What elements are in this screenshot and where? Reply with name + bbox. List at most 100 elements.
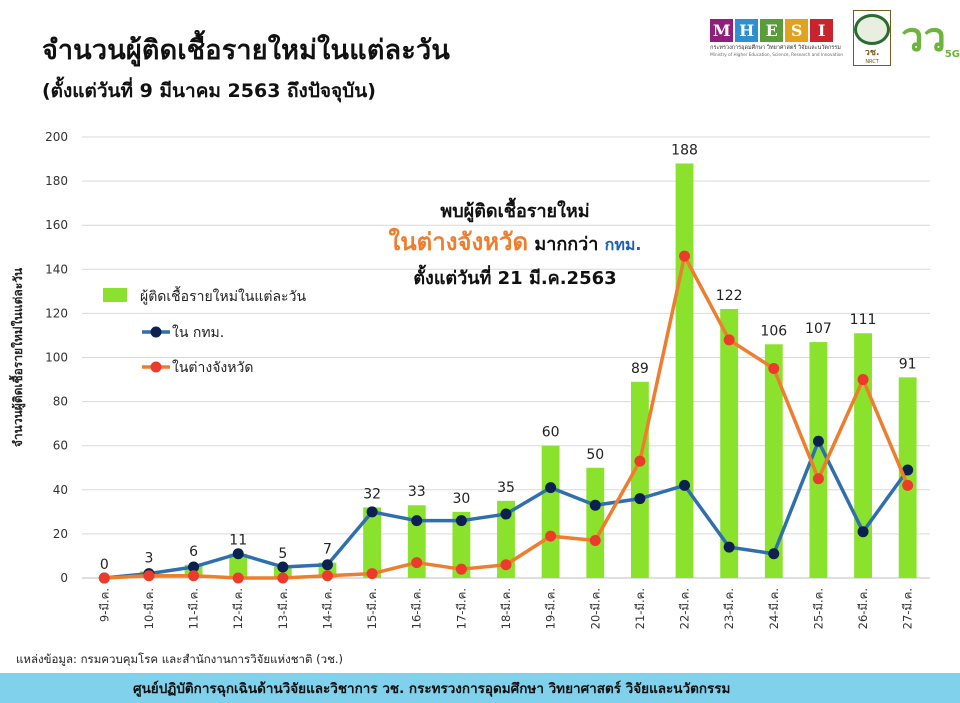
- bar: [273, 566, 292, 578]
- nrct-seal-icon: [854, 14, 891, 45]
- province-point: [188, 570, 200, 582]
- bar: [764, 344, 783, 578]
- x-tick-label: 14-มี.ค.: [320, 588, 334, 629]
- legend-swatch-bkk-point: [150, 326, 162, 338]
- x-tick-label: 11-มี.ค.: [187, 588, 201, 629]
- bkk-point: [232, 548, 244, 560]
- y-tick-label: 40: [53, 483, 68, 497]
- province-point: [589, 535, 601, 547]
- province-point: [455, 563, 467, 575]
- bar-value-label: 50: [586, 447, 604, 463]
- x-tick-label: 19-มี.ค.: [544, 588, 558, 629]
- bkk-point: [634, 493, 646, 505]
- province-point: [321, 570, 333, 582]
- province-point: [902, 479, 914, 491]
- y-tick-label: 60: [53, 439, 68, 453]
- bar: [675, 163, 694, 578]
- y-tick-label: 140: [45, 262, 68, 276]
- x-tick-label: 9-มี.ค.: [97, 588, 111, 622]
- province-point: [634, 455, 646, 467]
- footer-text: ศูนย์ปฏิบัติการฉุกเฉินด้านวิจัยและวิชากา…: [133, 681, 731, 697]
- bkk-point: [857, 526, 869, 538]
- y-tick-label: 160: [45, 218, 68, 232]
- bar-value-label: 7: [323, 542, 332, 558]
- bar-value-label: 33: [408, 484, 426, 500]
- nrct-logo: วช. NRCT: [853, 10, 892, 66]
- bkk-point: [366, 506, 378, 518]
- bkk-point: [812, 435, 824, 447]
- bar: [809, 342, 828, 578]
- x-tick-label: 27-มี.ค.: [901, 588, 915, 629]
- x-tick-label: 12-มี.ค.: [231, 588, 245, 629]
- x-tick-label: 20-มี.ค.: [588, 588, 602, 629]
- bkk-point: [277, 561, 289, 573]
- province-point: [366, 568, 378, 580]
- y-tick-label: 200: [45, 130, 68, 144]
- x-tick-label: 18-มี.ค.: [499, 588, 513, 629]
- bar: [541, 445, 560, 578]
- x-tick-label: 24-มี.ค.: [767, 588, 781, 629]
- bar-value-label: 122: [716, 288, 743, 304]
- bkk-point: [545, 482, 557, 494]
- bar-value-label: 89: [631, 361, 649, 377]
- bar-value-label: 188: [671, 142, 698, 158]
- province-point: [143, 570, 155, 582]
- bkk-point: [902, 464, 914, 476]
- chart-title: จำนวนผู้ติดเชื้อรายใหม่ในแต่ละวัน: [42, 35, 451, 66]
- bkk-point: [589, 499, 601, 511]
- annotation-line2: ในต่างจังหวัด มากกว่า กทม.: [389, 227, 642, 256]
- bar: [586, 467, 605, 578]
- bkk-point: [723, 541, 735, 553]
- mhesi-letter: M: [710, 19, 734, 42]
- annotation-line3: ตั้งแต่วันที่ 21 มี.ค.2563: [413, 264, 616, 289]
- bar-value-label: 35: [497, 480, 515, 496]
- x-tick-label: 10-มี.ค.: [142, 588, 156, 629]
- nrct-sub: NRCT: [865, 59, 879, 65]
- vc-5g-label: 5G: [944, 49, 960, 60]
- legend-label-province: ในต่างจังหวัด: [172, 359, 253, 376]
- bar-value-label: 6: [189, 544, 198, 560]
- legend-swatch-province-point: [150, 361, 162, 373]
- mhesi-letter: H: [735, 19, 759, 42]
- x-tick-label: 22-มี.ค.: [678, 588, 692, 629]
- province-point: [500, 559, 512, 571]
- bar: [363, 507, 382, 578]
- bkk-point: [768, 548, 780, 560]
- legend-label-bkk: ใน กทม.: [172, 324, 224, 341]
- bar-value-label: 30: [452, 491, 470, 507]
- bkk-point: [411, 515, 423, 527]
- bkk-point: [321, 559, 333, 571]
- y-tick-label: 80: [53, 395, 68, 409]
- bar: [452, 511, 471, 578]
- x-tick-label: 26-มี.ค.: [856, 588, 870, 629]
- vc-5g-logo: วว 5G: [901, 18, 960, 60]
- bar: [854, 333, 872, 578]
- vc-mark: วว: [901, 14, 946, 61]
- bar-value-label: 107: [805, 321, 832, 337]
- y-tick-label: 120: [45, 306, 68, 320]
- province-point: [723, 334, 735, 346]
- x-tick-label: 13-มี.ค.: [276, 588, 290, 629]
- province-point: [232, 572, 244, 584]
- province-point: [768, 363, 780, 375]
- bar: [229, 553, 248, 578]
- bar: [497, 500, 515, 578]
- bar-value-label: 60: [542, 425, 560, 441]
- chart-area: 020406080100120140160180200จำนวนผู้ติดเช…: [8, 130, 930, 629]
- bar-value-label: 3: [144, 550, 153, 566]
- mhesi-caption: กระทรวงการอุดมศึกษา วิทยาศาสตร์ วิจัยและ…: [710, 45, 841, 51]
- bar-value-label: 5: [278, 546, 287, 562]
- bar-value-label: 11: [229, 533, 247, 549]
- province-point: [679, 250, 691, 262]
- y-tick-label: 180: [45, 174, 68, 188]
- x-tick-label: 17-มี.ค.: [454, 588, 468, 629]
- x-tick-label: 21-มี.ค.: [633, 588, 647, 629]
- province-point: [545, 530, 557, 542]
- bar-value-label: 91: [899, 356, 917, 372]
- legend-label-bar: ผู้ติดเชื้อรายใหม่ในแต่ละวัน: [140, 286, 306, 305]
- legend-swatch-bar: [103, 288, 127, 302]
- nrct-label: วช.: [864, 48, 880, 58]
- bar-value-label: 111: [850, 312, 877, 328]
